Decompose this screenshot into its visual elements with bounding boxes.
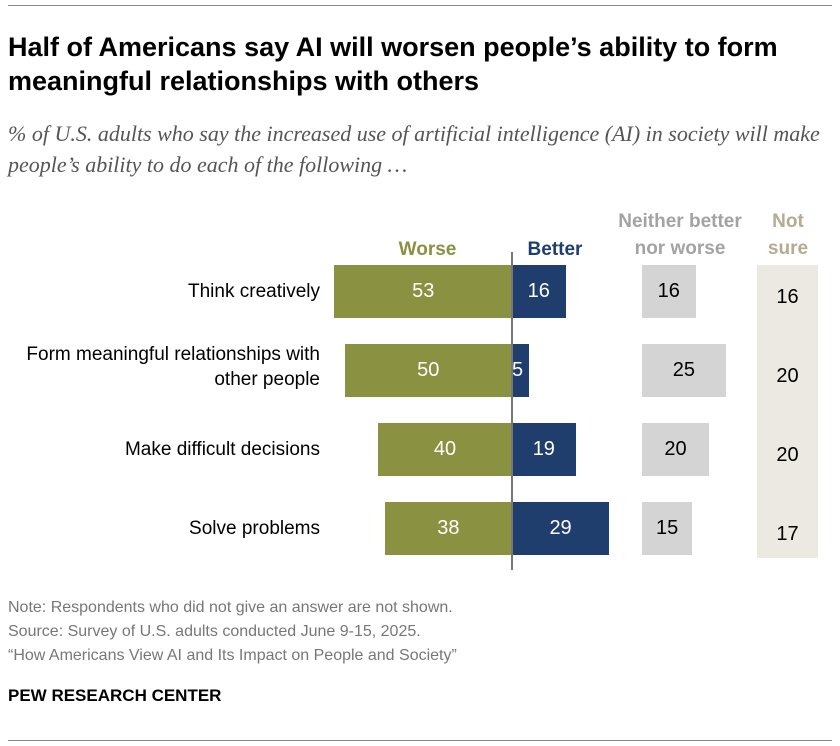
bar-worse: 38 [384,502,512,555]
bar-better: 16 [512,265,566,318]
bottom-rule [8,740,832,741]
bar-better: 5 [512,344,529,397]
header-neither: Neither better nor worse [618,211,742,259]
note: Note: Respondents who did not give an an… [8,599,453,616]
center-axis-line [511,252,513,570]
top-rule [8,5,832,6]
bar-better: 19 [512,423,576,476]
header-better: Better [527,239,583,260]
bar-neither: 16 [642,265,696,318]
pew-logo: PEW RESEARCH CENTER [8,686,222,705]
bar-neither: 25 [642,344,726,397]
category-label: Think creatively [188,281,320,302]
value-not-sure: 20 [776,444,799,466]
category-label: Solve problems [189,518,320,539]
header-not-sure: Not sure [767,211,809,259]
source: Source: Survey of U.S. adults conducted … [8,623,421,640]
bar-better: 29 [512,502,610,555]
bar-worse: 40 [378,423,512,476]
value-not-sure: 17 [776,523,799,545]
bar-worse: 50 [344,344,512,397]
not-sure-column [757,265,818,558]
chart-title: Half of Americans say AI will worsen peo… [8,32,778,96]
bar-neither: 20 [642,423,709,476]
category-label: Make difficult decisions [124,439,320,460]
category-label: Form meaningful relationships with other… [26,344,320,390]
value-not-sure: 16 [776,286,799,308]
header-worse: Worse [398,239,457,260]
report-title: “How Americans View AI and Its Impact on… [8,647,457,664]
bar-neither: 15 [642,502,693,555]
bar-worse: 53 [334,265,512,318]
chart-subtitle: % of U.S. adults who say the increased u… [8,121,820,177]
value-not-sure: 20 [776,365,799,387]
